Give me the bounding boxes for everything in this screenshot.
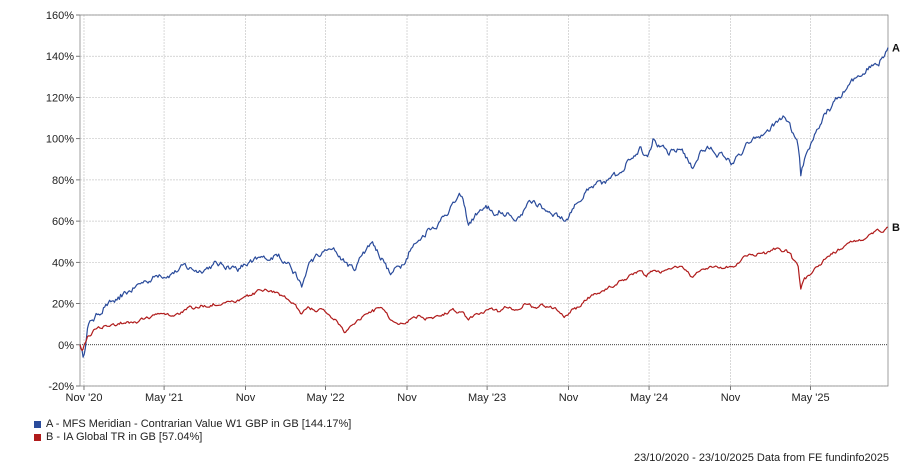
y-tick-label: 0% <box>58 340 74 352</box>
x-tick-label: May '21 <box>145 392 183 404</box>
x-tick-label: Nov <box>236 392 256 404</box>
grid-lines <box>80 14 888 387</box>
data-source-footer: 23/10/2020 - 23/10/2025 Data from FE fun… <box>633 452 889 464</box>
legend-swatch-a <box>34 421 41 428</box>
legend-item-b: B - IA Global TR in GB [57.04%] <box>34 431 351 444</box>
plot-frame <box>79 14 889 387</box>
series-end-label-a: A <box>892 43 900 55</box>
tick-labels: -20% 0% 20% 40% 60% 80% 100% 120% 140% 160% Nov '2… <box>46 10 830 404</box>
y-tick-label: 160% <box>46 10 74 22</box>
legend-swatch-b <box>34 434 41 441</box>
x-tick-label: Nov '20 <box>66 392 103 404</box>
chart-legend: A - MFS Meridian - Contrarian Value W1 G… <box>34 418 351 444</box>
y-tick-label: 100% <box>46 134 74 146</box>
y-tick-label: 140% <box>46 51 74 63</box>
line-chart: -20% 0% 20% 40% 60% 80% 100% 120% 140% 160% Nov '2… <box>46 10 900 404</box>
series-line-b <box>79 226 889 352</box>
x-tick-label: May '25 <box>791 392 829 404</box>
x-tick-label: May '24 <box>630 392 668 404</box>
legend-item-a: A - MFS Meridian - Contrarian Value W1 G… <box>34 418 351 431</box>
y-tick-label: -20% <box>48 381 74 393</box>
series-line-a <box>79 47 889 358</box>
x-tick-label: Nov <box>559 392 579 404</box>
legend-label-a: A - MFS Meridian - Contrarian Value W1 G… <box>46 418 352 430</box>
x-tick-label: Nov <box>397 392 417 404</box>
y-tick-label: 60% <box>52 216 74 228</box>
x-tick-label: Nov <box>721 392 741 404</box>
series-end-label-b: B <box>892 222 900 234</box>
x-tick-label: May '23 <box>468 392 506 404</box>
legend-label-b: B - IA Global TR in GB [57.04%] <box>46 431 203 443</box>
series-end-labels: AB <box>892 43 900 235</box>
y-tick-label: 80% <box>52 175 74 187</box>
x-tick-label: May '22 <box>306 392 344 404</box>
y-tick-label: 40% <box>52 257 74 269</box>
y-tick-label: 20% <box>52 299 74 311</box>
series-lines <box>79 47 889 358</box>
chart-axes <box>76 14 889 390</box>
y-tick-label: 120% <box>46 92 74 104</box>
